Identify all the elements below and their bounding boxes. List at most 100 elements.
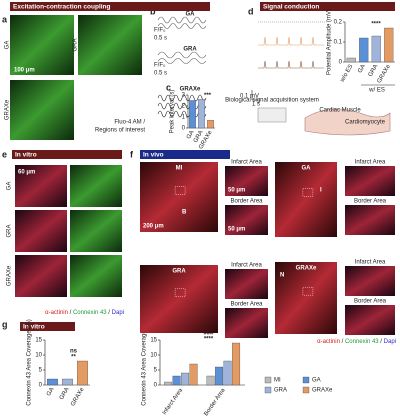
label: GRA [274, 388, 287, 394]
label: Cardiomyocyte [345, 120, 386, 126]
bar [62, 378, 73, 386]
label: Border Area [203, 387, 227, 417]
label: GRAXe [180, 87, 201, 93]
label: GRAXe [70, 386, 86, 407]
bar [189, 363, 198, 386]
micrograph [345, 305, 395, 335]
micrograph [275, 262, 337, 334]
label: 10 [35, 353, 42, 359]
label: 200 μm [143, 224, 164, 230]
label: GA [7, 182, 13, 191]
label: Peak Interval (s) [170, 90, 176, 134]
label: Border Area [354, 299, 387, 305]
label: 0.2 [334, 20, 343, 26]
micrograph [10, 80, 74, 140]
label: In vitro [23, 324, 45, 331]
bar [77, 360, 88, 386]
label: GA [312, 378, 321, 384]
micrograph [345, 266, 395, 296]
stain-part: / [340, 339, 345, 345]
label: 60 μm [18, 170, 35, 176]
label: GRA [7, 224, 13, 237]
legend-swatch [302, 376, 310, 384]
stain-part: / [68, 310, 73, 316]
zoom-box [174, 288, 186, 298]
stain-part: α-actinin [45, 310, 68, 316]
label: Biological signal acquisition system [225, 98, 319, 104]
label: 0 [39, 383, 43, 389]
label: F/F₀ [154, 28, 166, 34]
label: e [2, 149, 7, 159]
zoom-box [302, 188, 314, 197]
label: Connexin 43 Area Coverage (%) [142, 319, 148, 405]
label: a [2, 14, 8, 24]
micrograph [225, 205, 268, 235]
label: b [150, 6, 156, 16]
label: Potential Amplitude (mV) [327, 9, 333, 75]
stain-part: α-actinin [317, 339, 340, 345]
label: *** [204, 93, 212, 99]
zoom-box [174, 186, 186, 195]
label: MI [176, 166, 183, 172]
label: w/o ES [339, 64, 354, 84]
bar [232, 342, 241, 386]
label: GRAXe [376, 63, 392, 84]
label: In vitro [15, 152, 37, 159]
micrograph [140, 162, 218, 232]
label: F/F₀ [154, 63, 166, 69]
label: 0.5 s [154, 71, 167, 77]
section-header [20, 322, 75, 331]
stain-part: Dapi [112, 310, 124, 316]
bar [207, 120, 214, 129]
label: GRAXe [312, 388, 333, 394]
label: 0 [182, 126, 186, 132]
micrograph [78, 15, 142, 75]
label: g [2, 319, 8, 329]
label: 5 [39, 368, 43, 374]
bar [371, 35, 381, 63]
label: I [320, 188, 322, 194]
label: 100 μm [14, 68, 35, 74]
label: Fluo-4 AM / [114, 120, 145, 126]
label: GA [302, 166, 312, 172]
label: c [166, 82, 171, 92]
label: GA [186, 130, 196, 141]
label: 50 μm [228, 188, 245, 194]
label: In vivo [143, 152, 164, 159]
label: 15 [35, 338, 42, 344]
micrograph [10, 15, 74, 75]
label: N [280, 273, 284, 279]
label: Border Area [230, 199, 263, 205]
stain-legend: α-actinin / Connexin 43 / Dapi [45, 310, 124, 316]
label: 0.5 s [154, 36, 167, 42]
label: Regions of interest [95, 128, 145, 134]
calcium-traces [157, 16, 207, 118]
section-header [10, 2, 210, 11]
label: 0.1 mV [240, 94, 259, 100]
stain-part: Connexin 43 [345, 339, 379, 345]
label: Infarct Area [162, 387, 185, 416]
micrograph [225, 308, 268, 338]
label: **** [371, 22, 381, 28]
label: ns [70, 349, 78, 355]
micrograph [140, 265, 218, 333]
label: Cardiac Muscle [319, 108, 361, 114]
micrograph [225, 166, 268, 196]
stain-part: / [379, 339, 384, 345]
label: GRA [59, 387, 71, 401]
label: Infarct Area [231, 263, 262, 269]
label: Infarct Area [355, 260, 386, 266]
section-header [12, 150, 122, 159]
label: 10 [150, 353, 157, 359]
bar [215, 366, 224, 386]
label: MI [274, 378, 281, 384]
label: 15 [150, 338, 157, 344]
micrograph [15, 210, 67, 252]
label: 1 [182, 115, 186, 121]
label: 0.1 [334, 40, 343, 46]
bar [223, 360, 232, 386]
label: Signal conduction [263, 4, 319, 11]
label: B [182, 210, 187, 216]
bar [359, 37, 369, 63]
